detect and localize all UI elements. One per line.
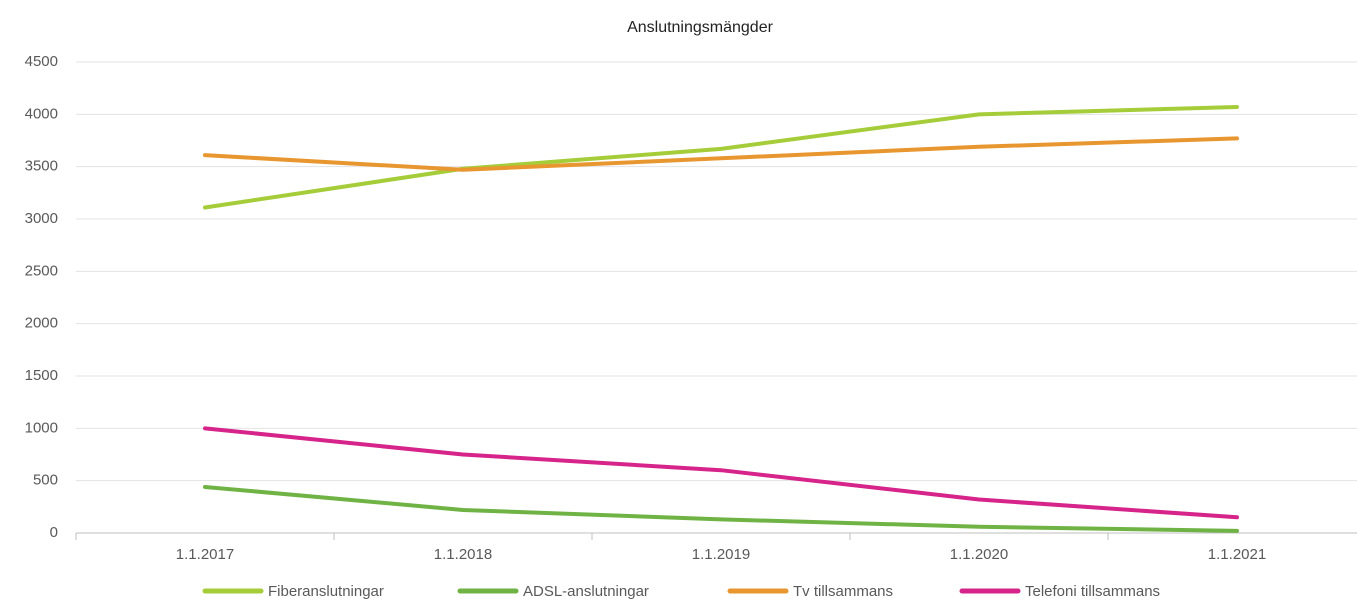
- legend-label: Telefoni tillsammans: [1025, 583, 1160, 600]
- y-tick-label: 1500: [25, 367, 58, 384]
- y-tick-label: 0: [50, 524, 58, 541]
- y-tick-label: 3000: [25, 210, 58, 227]
- series-line: [203, 426, 1239, 520]
- y-tick-label: 2500: [25, 262, 58, 279]
- y-tick-label: 4500: [25, 53, 58, 70]
- x-tick-label: 1.1.2019: [692, 546, 750, 563]
- legend-label: Tv tillsammans: [793, 583, 893, 600]
- x-tick-label: 1.1.2018: [434, 546, 492, 563]
- y-tick-label: 3500: [25, 158, 58, 175]
- x-tick-label: 1.1.2021: [1208, 546, 1266, 563]
- y-tick-label: 4000: [25, 105, 58, 122]
- series-line: [203, 136, 1239, 172]
- legend-label: ADSL-anslutningar: [523, 583, 649, 600]
- series-line: [203, 105, 1239, 210]
- y-tick-label: 2000: [25, 315, 58, 332]
- y-tick-label: 500: [33, 472, 58, 489]
- series-line: [203, 484, 1239, 533]
- legend-label: Fiberanslutningar: [268, 583, 384, 600]
- y-tick-label: 1000: [25, 419, 58, 436]
- x-tick-label: 1.1.2020: [950, 546, 1008, 563]
- x-tick-label: 1.1.2017: [176, 546, 234, 563]
- chart-title: Anslutningsmängder: [627, 19, 774, 36]
